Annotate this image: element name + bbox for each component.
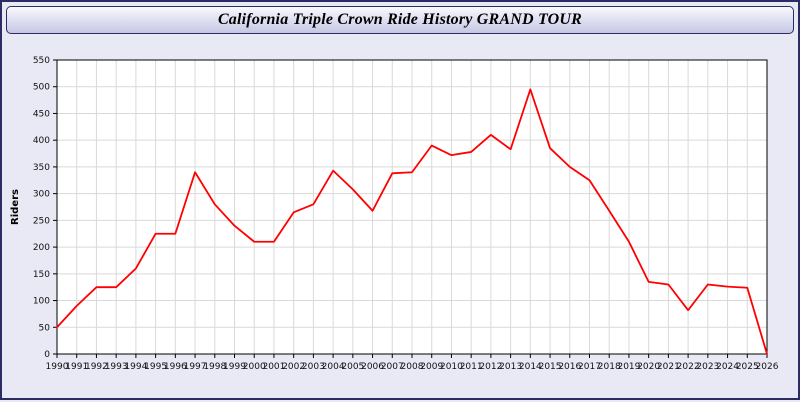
svg-text:2006: 2006 bbox=[361, 362, 384, 372]
svg-text:2010: 2010 bbox=[440, 362, 463, 372]
ride-history-line-chart: 0501001502002503003504004505005501990199… bbox=[10, 56, 779, 372]
svg-text:1994: 1994 bbox=[124, 362, 147, 372]
svg-text:550: 550 bbox=[33, 56, 50, 66]
svg-text:2003: 2003 bbox=[302, 362, 325, 372]
svg-text:1999: 1999 bbox=[223, 362, 246, 372]
y-axis-label: Riders bbox=[10, 189, 21, 225]
svg-text:100: 100 bbox=[33, 297, 50, 307]
svg-text:2022: 2022 bbox=[677, 362, 700, 372]
svg-text:2019: 2019 bbox=[617, 362, 640, 372]
svg-text:2017: 2017 bbox=[578, 362, 601, 372]
svg-text:1997: 1997 bbox=[184, 362, 207, 372]
svg-text:150: 150 bbox=[33, 270, 50, 280]
svg-text:1993: 1993 bbox=[105, 362, 128, 372]
svg-text:2016: 2016 bbox=[558, 362, 581, 372]
svg-text:2004: 2004 bbox=[322, 362, 345, 372]
svg-text:2007: 2007 bbox=[381, 362, 404, 372]
svg-text:1996: 1996 bbox=[164, 362, 187, 372]
svg-text:300: 300 bbox=[33, 190, 50, 200]
svg-text:2012: 2012 bbox=[479, 362, 502, 372]
svg-text:350: 350 bbox=[33, 163, 50, 173]
svg-text:2021: 2021 bbox=[657, 362, 680, 372]
svg-text:2011: 2011 bbox=[460, 362, 483, 372]
svg-text:250: 250 bbox=[33, 216, 50, 226]
svg-text:450: 450 bbox=[33, 109, 50, 119]
svg-text:2005: 2005 bbox=[341, 362, 364, 372]
svg-text:2013: 2013 bbox=[499, 362, 522, 372]
svg-text:2025: 2025 bbox=[736, 362, 759, 372]
svg-text:1990: 1990 bbox=[46, 362, 69, 372]
svg-text:2014: 2014 bbox=[519, 362, 542, 372]
svg-text:2009: 2009 bbox=[420, 362, 443, 372]
svg-text:2001: 2001 bbox=[262, 362, 285, 372]
svg-text:2018: 2018 bbox=[598, 362, 621, 372]
svg-text:200: 200 bbox=[33, 243, 50, 253]
svg-text:2024: 2024 bbox=[716, 362, 739, 372]
svg-text:500: 500 bbox=[33, 83, 50, 93]
svg-text:400: 400 bbox=[33, 136, 50, 146]
svg-text:50: 50 bbox=[39, 323, 51, 333]
svg-text:1998: 1998 bbox=[203, 362, 226, 372]
svg-text:1992: 1992 bbox=[85, 362, 108, 372]
svg-text:2020: 2020 bbox=[637, 362, 660, 372]
svg-text:2026: 2026 bbox=[756, 362, 779, 372]
svg-text:2000: 2000 bbox=[243, 362, 266, 372]
svg-text:2015: 2015 bbox=[539, 362, 562, 372]
chart-title: California Triple Crown Ride History GRA… bbox=[217, 11, 583, 28]
svg-text:0: 0 bbox=[44, 350, 50, 360]
svg-text:1991: 1991 bbox=[65, 362, 88, 372]
svg-text:2008: 2008 bbox=[401, 362, 424, 372]
svg-text:2002: 2002 bbox=[282, 362, 305, 372]
chart-title-bar: California Triple Crown Ride History GRA… bbox=[6, 6, 794, 34]
svg-text:1995: 1995 bbox=[144, 362, 167, 372]
svg-text:2023: 2023 bbox=[696, 362, 719, 372]
chart-area: 0 50 100 150 200 250 300 350 400 450 500 550 1990 199… bbox=[2, 46, 800, 398]
